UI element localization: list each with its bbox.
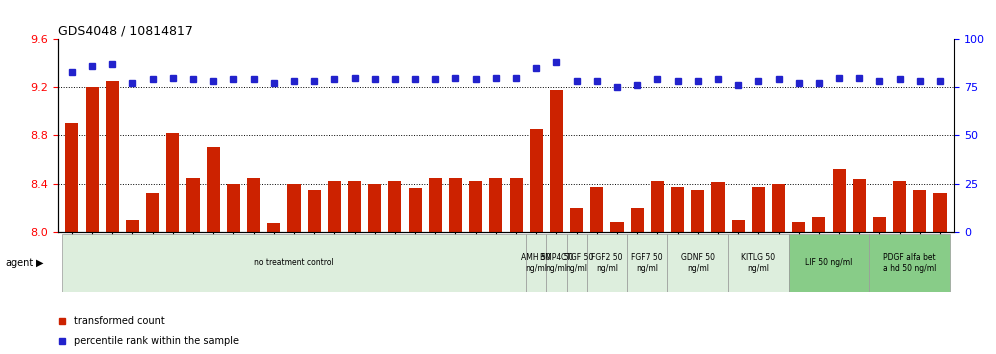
Text: no treatment control: no treatment control xyxy=(254,258,334,267)
Bar xyxy=(711,182,724,232)
Text: FGF2 50
ng/ml: FGF2 50 ng/ml xyxy=(592,253,622,273)
Text: GDS4048 / 10814817: GDS4048 / 10814817 xyxy=(58,25,192,38)
Bar xyxy=(328,181,341,232)
Bar xyxy=(667,234,728,292)
Bar xyxy=(146,193,159,232)
Bar xyxy=(728,234,789,292)
Bar xyxy=(526,234,547,292)
Text: BMP4 50
ng/ml: BMP4 50 ng/ml xyxy=(540,253,573,273)
Bar xyxy=(772,184,785,232)
Bar xyxy=(587,234,627,292)
Text: percentile rank within the sample: percentile rank within the sample xyxy=(74,336,239,346)
Text: ▶: ▶ xyxy=(36,258,44,268)
Text: LIF 50 ng/ml: LIF 50 ng/ml xyxy=(806,258,853,267)
Text: GDNF 50
ng/ml: GDNF 50 ng/ml xyxy=(680,253,715,273)
Text: FGF7 50
ng/ml: FGF7 50 ng/ml xyxy=(631,253,663,273)
Bar xyxy=(66,123,79,232)
Bar xyxy=(833,169,846,232)
Text: CTGF 50
ng/ml: CTGF 50 ng/ml xyxy=(561,253,593,273)
Bar xyxy=(933,193,946,232)
Bar xyxy=(853,179,866,232)
Bar xyxy=(893,181,906,232)
Bar xyxy=(86,87,99,232)
Bar xyxy=(789,234,870,292)
Bar xyxy=(691,190,704,232)
Bar xyxy=(547,234,567,292)
Bar xyxy=(288,184,301,232)
Bar xyxy=(870,234,950,292)
Bar xyxy=(550,90,563,232)
Bar xyxy=(388,181,401,232)
Bar xyxy=(62,234,526,292)
Bar xyxy=(186,178,199,232)
Bar xyxy=(408,188,421,232)
Bar xyxy=(247,178,260,232)
Bar xyxy=(792,222,806,232)
Bar xyxy=(913,190,926,232)
Bar xyxy=(166,133,179,232)
Bar xyxy=(489,178,502,232)
Text: PDGF alfa bet
a hd 50 ng/ml: PDGF alfa bet a hd 50 ng/ml xyxy=(883,253,936,273)
Bar xyxy=(510,178,523,232)
Text: transformed count: transformed count xyxy=(74,316,164,326)
Bar xyxy=(267,223,280,232)
Bar xyxy=(611,222,623,232)
Bar xyxy=(369,184,381,232)
Text: KITLG 50
ng/ml: KITLG 50 ng/ml xyxy=(741,253,776,273)
Bar xyxy=(567,234,587,292)
Bar xyxy=(206,148,220,232)
Bar xyxy=(627,234,667,292)
Bar xyxy=(348,181,362,232)
Text: AMH 50
ng/ml: AMH 50 ng/ml xyxy=(521,253,551,273)
Bar xyxy=(530,129,543,232)
Bar xyxy=(469,181,482,232)
Bar xyxy=(570,208,584,232)
Bar xyxy=(872,217,886,232)
Bar xyxy=(630,208,643,232)
Bar xyxy=(813,217,826,232)
Bar xyxy=(106,81,119,232)
Bar xyxy=(671,187,684,232)
Bar xyxy=(732,220,745,232)
Bar xyxy=(428,178,442,232)
Bar xyxy=(227,184,240,232)
Bar xyxy=(125,220,139,232)
Bar xyxy=(752,187,765,232)
Text: agent: agent xyxy=(5,258,33,268)
Bar xyxy=(308,190,321,232)
Bar xyxy=(591,187,604,232)
Bar xyxy=(449,178,462,232)
Bar xyxy=(650,181,664,232)
